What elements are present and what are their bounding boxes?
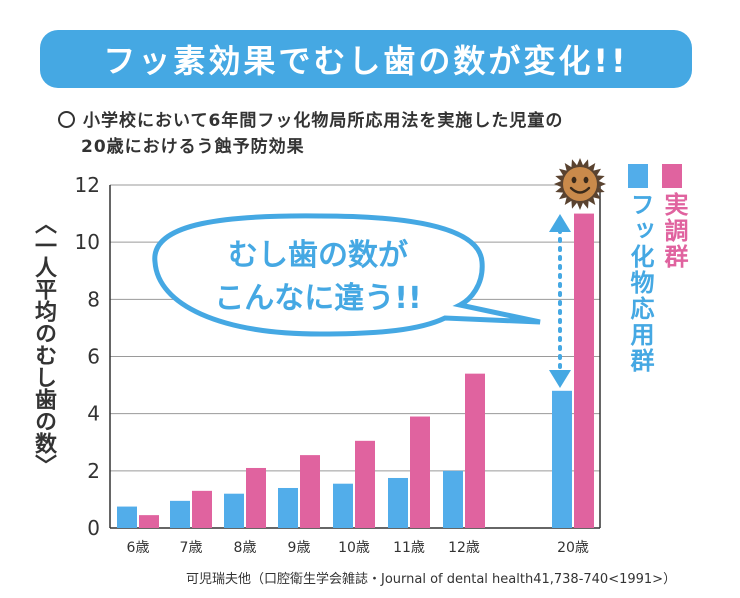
x-tick-label: 7歳	[180, 540, 203, 556]
bar-fluoride	[552, 390, 572, 528]
y-tick-label: 6	[87, 345, 100, 369]
speech-bubble: むし歯の数が こんなに違う!!	[152, 213, 541, 337]
x-tick-label: 6歳	[127, 540, 150, 556]
y-tick-label: 10	[75, 230, 100, 254]
source-citation: 可児瑞夫他（口腔衛生学会雑誌・Journal of dental health4…	[186, 572, 677, 587]
bar-control	[355, 440, 375, 528]
y-tick-label: 12	[75, 173, 100, 197]
smiling-sun-icon	[554, 158, 606, 210]
legend-swatch-fluoride	[628, 164, 648, 188]
bar-control	[139, 515, 159, 528]
bar-control	[246, 467, 266, 528]
y-tick-labels: 0 2 4 6 8 10 12	[75, 173, 100, 540]
bar-control	[192, 490, 212, 528]
speech-bubble-shape	[152, 213, 541, 337]
x-tick-label: 9歳	[288, 540, 311, 556]
x-category-labels: 6歳 7歳 8歳 9歳 10歳 11歳 12歳 20歳	[127, 540, 589, 556]
subtitle-line-1: 小学校において6年間フッ化物局所応用法を実施した児童の	[58, 108, 698, 134]
bar-fluoride	[388, 477, 408, 528]
bar-fluoride	[443, 470, 463, 528]
chart-bars	[117, 213, 594, 529]
y-tick-label: 0	[87, 516, 100, 540]
bubble-line-2: こんなに違う!!	[214, 281, 421, 316]
bar-fluoride	[117, 506, 137, 528]
bubble-line-1: むし歯の数が	[228, 238, 408, 273]
circle-bullet-icon	[58, 111, 75, 128]
y-axis-label: 〈一人平均のむし歯の数〉	[31, 212, 56, 476]
x-tick-label: 20歳	[557, 540, 589, 556]
legend-label-fluoride: フッ化物応用群	[626, 192, 654, 374]
bar-fluoride	[278, 487, 298, 528]
y-tick-label: 8	[87, 287, 100, 311]
bar-fluoride	[224, 493, 244, 528]
subtitle-line-1-text: 小学校において6年間フッ化物局所応用法を実施した児童の	[83, 111, 564, 131]
bar-control	[574, 213, 594, 529]
bar-fluoride	[170, 500, 190, 528]
bar-control	[465, 373, 485, 528]
chart-subtitle: 小学校において6年間フッ化物局所応用法を実施した児童の 20歳におけるう蝕予防効…	[58, 108, 698, 160]
y-tick-label: 2	[87, 459, 100, 483]
x-tick-label: 11歳	[393, 540, 425, 556]
x-tick-label: 8歳	[234, 540, 257, 556]
x-tick-label: 10歳	[338, 540, 370, 556]
bar-fluoride	[333, 483, 353, 528]
double-arrow-icon	[549, 214, 571, 388]
bar-control	[410, 416, 430, 528]
subtitle-line-2: 20歳におけるう蝕予防効果	[81, 137, 305, 157]
y-tick-label: 4	[87, 402, 100, 426]
legend-label-control: 実調群	[660, 192, 688, 270]
x-tick-label: 12歳	[448, 540, 480, 556]
legend-swatch-control	[662, 164, 682, 188]
title-banner: フッ素効果でむし歯の数が変化!!	[40, 30, 692, 88]
banner-title: フッ素効果でむし歯の数が変化!!	[103, 42, 629, 80]
bar-control	[300, 455, 320, 528]
